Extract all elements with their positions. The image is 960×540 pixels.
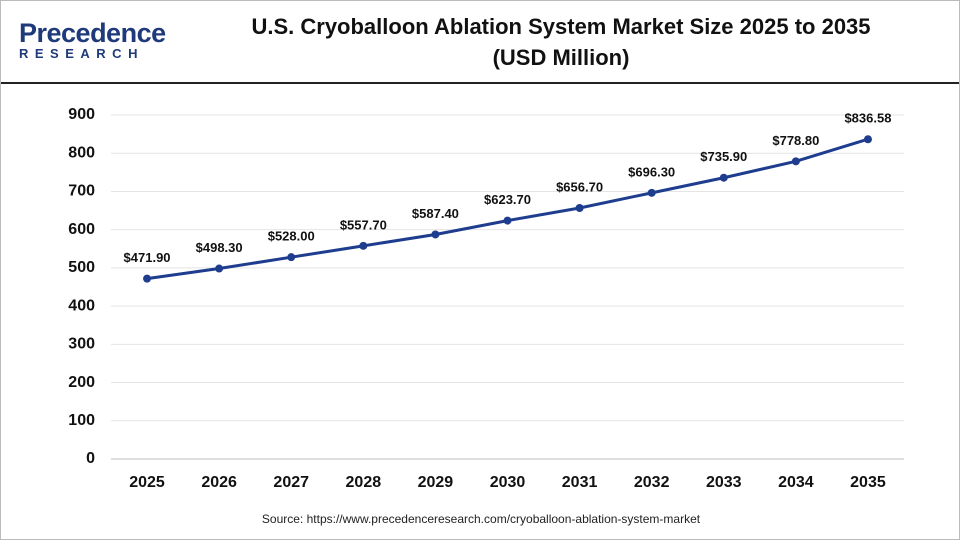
y-tick-label: 800 xyxy=(68,144,95,161)
y-tick-label: 200 xyxy=(68,374,95,391)
x-tick-label: 2031 xyxy=(562,474,598,491)
line xyxy=(146,137,869,281)
logo-tagline: RESEARCH xyxy=(19,46,144,61)
x-tick-label: 2026 xyxy=(201,474,237,491)
marker xyxy=(863,135,872,144)
marker xyxy=(215,264,224,273)
marker xyxy=(359,241,368,250)
marker xyxy=(503,216,512,225)
y-tick-label: 400 xyxy=(68,297,95,314)
value-label: $498.30 xyxy=(196,240,243,255)
x-tick-label: 2027 xyxy=(273,474,309,491)
value-label: $587.40 xyxy=(412,206,459,221)
logo-name: Precedence xyxy=(19,18,166,48)
value-label: $836.58 xyxy=(844,111,891,126)
value-label: $623.70 xyxy=(484,192,531,207)
marker xyxy=(287,253,296,262)
y-tick-label: 100 xyxy=(68,412,95,429)
value-label: $557.70 xyxy=(340,217,387,232)
marker xyxy=(431,230,440,239)
x-tick-label: 2034 xyxy=(778,474,814,491)
y-tick-label: 600 xyxy=(68,221,95,238)
x-tick-label: 2025 xyxy=(129,474,165,491)
marker xyxy=(647,188,656,197)
value-label: $528.00 xyxy=(268,229,315,244)
x-tick-label: 2032 xyxy=(634,474,670,491)
marker xyxy=(575,203,584,212)
y-tick-label: 0 xyxy=(86,450,95,467)
marker xyxy=(143,274,152,283)
x-tick-label: 2028 xyxy=(346,474,382,491)
y-tick-label: 700 xyxy=(68,183,95,200)
y-tick-label: 300 xyxy=(68,336,95,353)
marker xyxy=(791,157,800,166)
value-label: $471.90 xyxy=(124,250,171,265)
y-tick-label: 500 xyxy=(68,259,95,276)
value-label: $656.70 xyxy=(556,179,603,194)
x-tick-label: 2030 xyxy=(490,474,526,491)
y-tick-label: 900 xyxy=(68,106,95,123)
x-tick-label: 2035 xyxy=(850,474,886,491)
logo: Precedence RESEARCH xyxy=(19,19,166,61)
value-label: $778.80 xyxy=(772,133,819,148)
value-label: $696.30 xyxy=(628,164,675,179)
value-label: $735.90 xyxy=(700,149,747,164)
chart-title: U.S. Cryoballoon Ablation System Market … xyxy=(251,14,871,70)
marker xyxy=(719,173,728,182)
source: Source: https://www.precedenceresearch.c… xyxy=(261,512,701,526)
x-tick-label: 2029 xyxy=(418,474,454,491)
x-tick-label: 2033 xyxy=(706,474,742,491)
header-rule xyxy=(1,82,959,84)
